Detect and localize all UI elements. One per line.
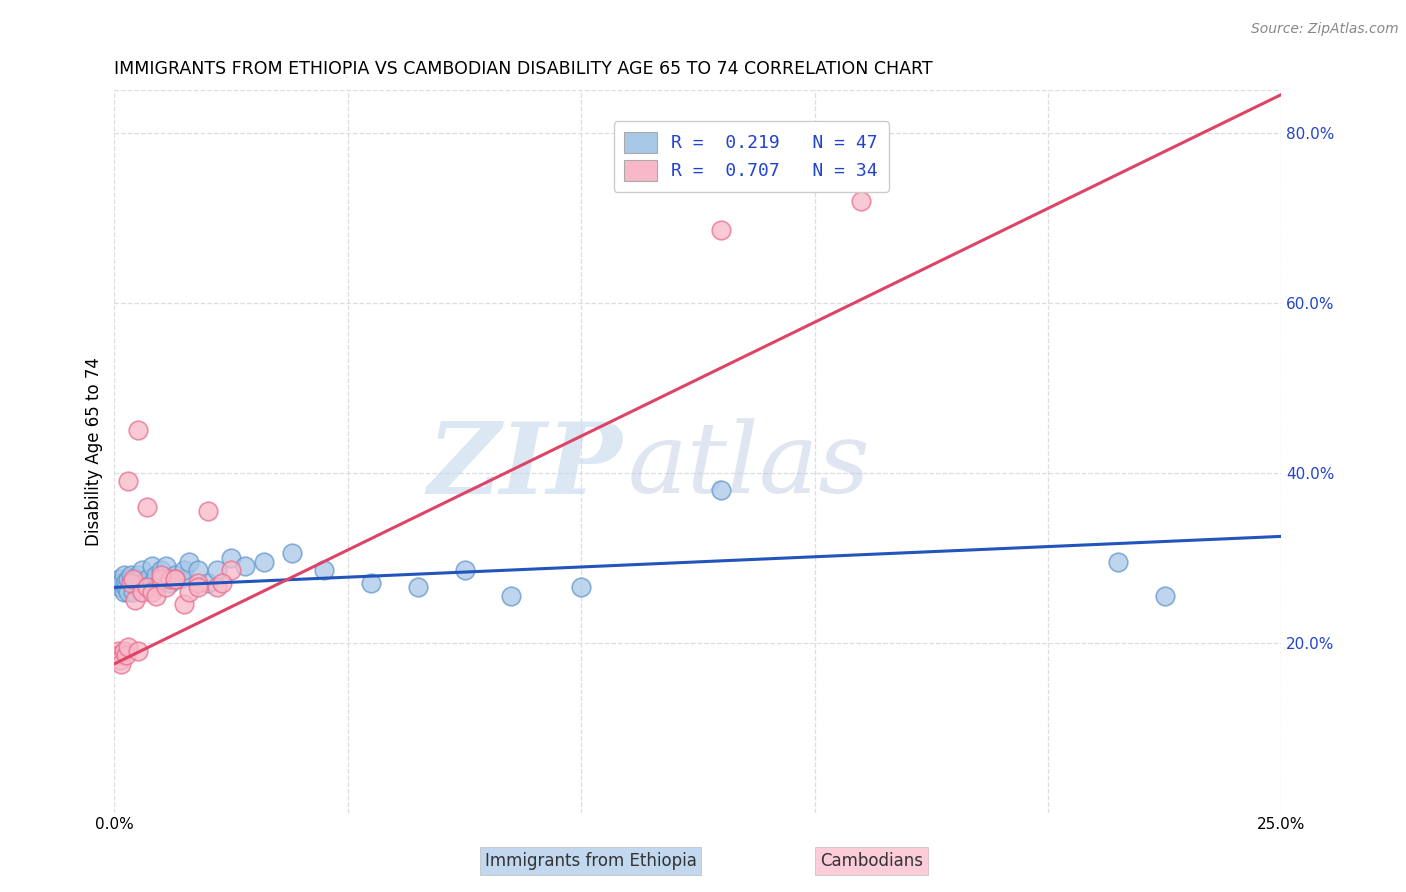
Point xyxy=(165,572,187,586)
Text: Immigrants from Ethiopia: Immigrants from Ethiopia xyxy=(485,852,696,870)
Point xyxy=(117,572,139,586)
Point xyxy=(117,640,139,654)
Point xyxy=(112,584,135,599)
Point xyxy=(131,584,153,599)
Point xyxy=(124,593,146,607)
Point xyxy=(211,576,233,591)
Point xyxy=(197,576,219,591)
Point xyxy=(108,572,131,586)
Point xyxy=(453,563,475,577)
Point xyxy=(136,572,159,586)
Point xyxy=(127,644,149,658)
Point xyxy=(136,580,159,594)
Legend: R =  0.219   N = 47, R =  0.707   N = 34: R = 0.219 N = 47, R = 0.707 N = 34 xyxy=(613,121,889,192)
Point xyxy=(205,580,228,594)
Point xyxy=(120,576,142,591)
Point xyxy=(122,572,145,586)
Point xyxy=(150,563,173,577)
Point xyxy=(112,644,135,658)
Point xyxy=(145,580,167,594)
Point xyxy=(150,572,173,586)
Point xyxy=(145,589,167,603)
Point xyxy=(710,483,733,497)
Point xyxy=(165,572,187,586)
Point xyxy=(110,576,132,591)
Point xyxy=(108,652,131,666)
Y-axis label: Disability Age 65 to 74: Disability Age 65 to 74 xyxy=(86,357,103,546)
Point xyxy=(117,474,139,488)
Point xyxy=(141,584,163,599)
Point xyxy=(108,580,131,594)
Point xyxy=(112,567,135,582)
Point xyxy=(177,555,200,569)
Point xyxy=(159,572,181,586)
Point xyxy=(107,576,129,591)
Point xyxy=(173,598,195,612)
Point xyxy=(406,580,429,594)
Point xyxy=(1107,555,1129,569)
Text: ZIP: ZIP xyxy=(427,417,621,514)
Point xyxy=(145,567,167,582)
Point xyxy=(122,576,145,591)
Point xyxy=(155,559,177,574)
Point xyxy=(155,580,177,594)
Point xyxy=(219,550,242,565)
Point xyxy=(253,555,276,569)
Text: Cambodians: Cambodians xyxy=(820,852,924,870)
Point xyxy=(187,563,209,577)
Point xyxy=(115,648,138,663)
Point xyxy=(219,563,242,577)
Point xyxy=(136,500,159,514)
Point xyxy=(851,194,873,208)
Point xyxy=(124,572,146,586)
Point xyxy=(197,504,219,518)
Point xyxy=(131,563,153,577)
Point xyxy=(108,648,131,663)
Point xyxy=(569,580,592,594)
Point xyxy=(110,657,132,671)
Point xyxy=(122,584,145,599)
Point xyxy=(120,567,142,582)
Point xyxy=(177,584,200,599)
Point xyxy=(141,559,163,574)
Point xyxy=(710,223,733,237)
Point xyxy=(159,576,181,591)
Point xyxy=(360,576,382,591)
Point xyxy=(501,589,523,603)
Point xyxy=(169,572,191,586)
Point xyxy=(205,563,228,577)
Point xyxy=(165,567,187,582)
Point xyxy=(107,644,129,658)
Point xyxy=(233,559,256,574)
Point xyxy=(187,580,209,594)
Point xyxy=(131,576,153,591)
Point xyxy=(314,563,336,577)
Point xyxy=(1153,589,1175,603)
Point xyxy=(114,576,136,591)
Point xyxy=(150,567,173,582)
Point xyxy=(127,580,149,594)
Point xyxy=(117,584,139,599)
Point xyxy=(127,423,149,437)
Point xyxy=(127,567,149,582)
Point xyxy=(173,563,195,577)
Point xyxy=(115,580,138,594)
Text: IMMIGRANTS FROM ETHIOPIA VS CAMBODIAN DISABILITY AGE 65 TO 74 CORRELATION CHART: IMMIGRANTS FROM ETHIOPIA VS CAMBODIAN DI… xyxy=(114,60,934,78)
Point xyxy=(281,546,304,560)
Text: Source: ZipAtlas.com: Source: ZipAtlas.com xyxy=(1251,22,1399,37)
Point xyxy=(187,576,209,591)
Point xyxy=(141,576,163,591)
Point xyxy=(136,580,159,594)
Text: atlas: atlas xyxy=(628,418,870,514)
